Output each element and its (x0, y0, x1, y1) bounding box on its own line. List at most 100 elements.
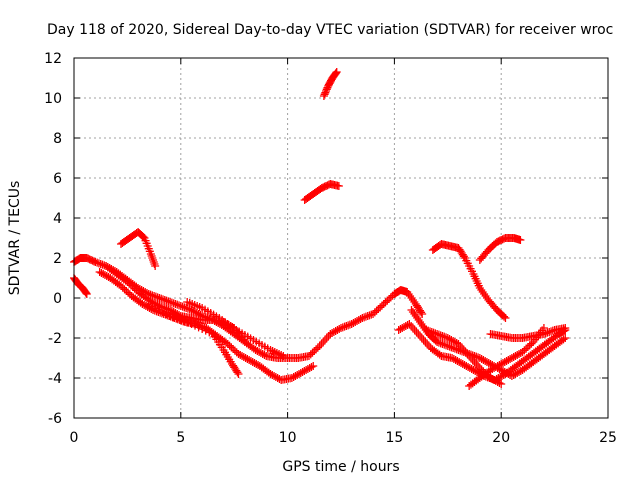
data-point-marker (198, 325, 207, 333)
data-point-marker (443, 342, 452, 350)
data-point-marker (266, 370, 275, 378)
data-point-marker (167, 307, 176, 315)
data-point-marker (458, 344, 467, 352)
data-point-marker (407, 322, 416, 330)
data-point-marker (410, 326, 419, 334)
data-point-marker (303, 365, 312, 373)
x-tick-label: 5 (176, 430, 185, 446)
data-point-marker (253, 347, 262, 355)
data-point-marker (333, 326, 342, 334)
data-point-marker (166, 298, 175, 306)
data-point-marker (128, 283, 137, 291)
data-point-marker (435, 350, 444, 359)
y-tick-label: 2 (53, 251, 62, 267)
data-point-marker (271, 373, 280, 381)
data-point-marker (500, 368, 509, 376)
data-point-marker (433, 330, 442, 338)
data-point-marker (189, 307, 198, 315)
data-point-marker (515, 350, 523, 358)
data-point-marker (398, 324, 407, 332)
y-tick-label: 6 (53, 171, 62, 187)
data-point-marker (500, 312, 509, 321)
data-point-marker (162, 296, 171, 305)
data-point-marker (328, 329, 337, 337)
data-point-marker (102, 272, 111, 280)
data-point-marker (155, 294, 164, 302)
data-point-marker (182, 304, 191, 312)
data-point-marker (150, 260, 159, 268)
data-point-marker (507, 372, 516, 380)
data-point-marker (150, 292, 159, 300)
data-point-marker (511, 352, 520, 360)
data-point-marker (171, 300, 180, 308)
data-point-marker (159, 295, 167, 304)
data-point-marker (149, 258, 158, 266)
data-point-marker (520, 346, 529, 355)
data-point-marker (455, 358, 464, 366)
data-point-marker (522, 344, 531, 353)
data-point-marker (241, 354, 250, 362)
data-point-marker (481, 357, 490, 365)
data-point-marker (175, 301, 184, 310)
data-point-marker (273, 374, 282, 382)
data-point-marker (559, 335, 568, 344)
data-point-marker (320, 336, 329, 344)
data-point-marker (306, 350, 315, 359)
data-point-marker (116, 282, 125, 290)
data-point-marker (151, 292, 160, 301)
y-tick-label: 4 (53, 211, 62, 227)
data-point-marker (309, 362, 318, 370)
data-point-marker (155, 306, 164, 314)
data-point-marker (405, 320, 414, 328)
data-point-marker (342, 322, 351, 330)
data-point-marker (148, 254, 157, 262)
data-point-marker (379, 300, 388, 308)
data-point-marker (187, 320, 196, 328)
data-point-marker (465, 364, 474, 372)
data-point-marker (445, 335, 454, 343)
data-point-marker (338, 323, 347, 332)
data-point-marker (394, 326, 403, 334)
data-point-marker (486, 374, 495, 382)
data-point-marker (467, 365, 476, 373)
data-point-marker (322, 87, 331, 95)
data-point-marker (513, 369, 522, 377)
data-point-marker (225, 341, 234, 350)
data-point-marker (396, 325, 405, 333)
data-point-marker (438, 340, 447, 348)
data-point-marker (305, 364, 314, 372)
data-point-marker (545, 328, 554, 336)
data-point-marker (164, 297, 173, 306)
data-point-marker (470, 358, 479, 366)
data-point-marker (516, 236, 525, 244)
data-point-marker (356, 315, 365, 323)
data-point-marker (147, 252, 156, 260)
data-point-marker (561, 334, 570, 342)
data-point-marker (436, 331, 445, 340)
data-point-marker (268, 371, 277, 379)
x-tick-label: 25 (599, 430, 617, 446)
data-point-marker (464, 363, 473, 371)
data-point-marker (369, 310, 378, 318)
data-point-marker (169, 299, 178, 308)
data-point-marker (171, 309, 180, 317)
data-point-marker (493, 362, 502, 370)
data-point-marker (194, 323, 203, 332)
data-point-marker (474, 353, 483, 362)
x-tick-label: 0 (70, 430, 79, 446)
data-point-marker (120, 285, 129, 294)
data-point-marker (434, 330, 443, 339)
data-point-marker (125, 279, 134, 288)
data-point-marker (118, 283, 127, 292)
data-point-marker (239, 353, 248, 361)
data-point-marker (449, 344, 458, 352)
data-point-marker (498, 367, 507, 375)
data-point-marker (91, 258, 100, 266)
data-point-marker (176, 316, 185, 324)
data-point-marker (495, 379, 504, 387)
data-point-marker (149, 256, 158, 264)
data-point-marker (248, 358, 257, 366)
data-point-marker (427, 328, 436, 336)
data-point-marker (477, 365, 486, 374)
data-point-marker (260, 351, 269, 359)
